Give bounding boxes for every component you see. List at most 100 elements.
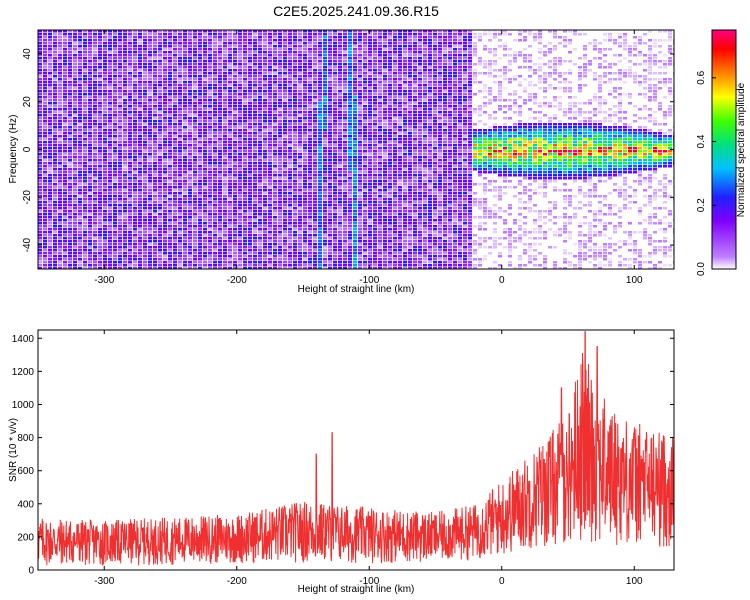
heatmap-cell xyxy=(58,123,62,126)
heatmap-cell xyxy=(88,96,92,99)
heatmap-cell xyxy=(223,198,227,201)
heatmap-cell xyxy=(208,174,212,177)
heatmap-cell xyxy=(308,222,312,225)
heatmap-cell xyxy=(303,201,307,204)
heatmap-cell xyxy=(213,168,217,171)
heatmap-cell xyxy=(243,93,247,96)
heatmap-cell xyxy=(263,264,267,267)
heatmap-cell xyxy=(53,48,57,51)
heatmap-cell xyxy=(278,129,282,132)
heatmap-cell xyxy=(208,57,212,60)
heatmap-cell xyxy=(118,33,122,36)
heatmap-cell xyxy=(93,222,97,225)
heatmap-cell xyxy=(193,114,197,117)
heatmap-cell xyxy=(223,57,227,60)
heatmap-cell xyxy=(118,93,122,96)
heatmap-cell xyxy=(113,120,117,123)
heatmap-cell xyxy=(233,57,237,60)
heatmap-cell xyxy=(308,57,312,60)
heatmap-cell xyxy=(138,174,142,177)
heatmap-cell xyxy=(73,252,77,255)
heatmap-cell xyxy=(38,66,42,69)
heatmap-cell xyxy=(323,156,327,159)
heatmap-cell xyxy=(233,216,237,219)
heatmap-cell xyxy=(278,63,282,66)
heatmap-cell xyxy=(153,243,157,246)
heatmap-cell xyxy=(263,81,267,84)
heatmap-cell xyxy=(243,132,247,135)
heatmap-cell xyxy=(53,39,57,42)
heatmap-cell xyxy=(343,216,347,219)
heatmap-cell xyxy=(203,252,207,255)
heatmap-cell xyxy=(313,237,317,240)
heatmap-cell xyxy=(83,150,87,153)
heatmap-cell xyxy=(218,111,222,114)
heatmap-cell xyxy=(273,174,277,177)
heatmap-cell xyxy=(98,93,102,96)
heatmap-cell xyxy=(53,264,57,267)
heatmap-cell xyxy=(43,216,47,219)
heatmap-cell xyxy=(323,222,327,225)
heatmap-cell xyxy=(233,60,237,63)
heatmap-cell xyxy=(133,132,137,135)
heatmap-cell xyxy=(258,57,262,60)
heatmap-cell xyxy=(73,222,77,225)
heatmap-cell xyxy=(68,57,72,60)
heatmap-cell xyxy=(248,249,252,252)
heatmap-cell xyxy=(338,39,342,42)
heatmap-cell xyxy=(208,39,212,42)
heatmap-cell xyxy=(288,267,292,269)
heatmap-cell xyxy=(83,84,87,87)
heatmap-cell xyxy=(333,168,337,171)
heatmap-cell xyxy=(223,156,227,159)
heatmap-cell xyxy=(228,201,232,204)
heatmap-cell xyxy=(78,144,82,147)
heatmap-cell xyxy=(313,192,317,195)
heatmap-cell xyxy=(288,54,292,57)
heatmap-cell xyxy=(193,264,197,267)
heatmap-cell xyxy=(153,123,157,126)
heatmap-cell xyxy=(283,249,287,252)
heatmap-cell xyxy=(273,30,277,33)
heatmap-cell xyxy=(268,78,272,81)
heatmap-cell xyxy=(108,195,112,198)
heatmap-cell xyxy=(328,228,332,231)
heatmap-cell xyxy=(298,204,302,207)
heatmap-cell xyxy=(288,36,292,39)
heatmap-cell xyxy=(298,84,302,87)
heatmap-cell xyxy=(248,87,252,90)
heatmap-cell xyxy=(158,48,162,51)
heatmap-cell xyxy=(68,72,72,75)
heatmap-cell xyxy=(343,33,347,36)
heatmap-cell xyxy=(88,246,92,249)
heatmap-cell xyxy=(153,207,157,210)
heatmap-cell xyxy=(168,84,172,87)
heatmap-cell xyxy=(298,33,302,36)
heatmap-cell xyxy=(248,192,252,195)
heatmap-cell xyxy=(38,180,42,183)
heatmap-cell xyxy=(233,147,237,150)
heatmap-cell xyxy=(153,96,157,99)
heatmap-cell xyxy=(128,234,132,237)
heatmap-cell xyxy=(148,108,152,111)
heatmap-cell xyxy=(318,30,322,33)
heatmap-cell xyxy=(298,264,302,267)
heatmap-cell xyxy=(338,36,342,39)
heatmap-cell xyxy=(168,60,172,63)
heatmap-cell xyxy=(43,66,47,69)
heatmap-cell xyxy=(188,171,192,174)
heatmap-cell xyxy=(138,210,142,213)
heatmap-cell xyxy=(188,60,192,63)
heatmap-cell xyxy=(343,189,347,192)
heatmap-cell xyxy=(48,102,52,105)
heatmap-cell xyxy=(183,60,187,63)
heatmap-cell xyxy=(178,123,182,126)
heatmap-cell xyxy=(148,90,152,93)
heatmap-cell xyxy=(108,60,112,63)
heatmap-cell xyxy=(163,123,167,126)
heatmap-cell xyxy=(83,174,87,177)
heatmap-cell xyxy=(283,141,287,144)
heatmap-cell xyxy=(333,246,337,249)
heatmap-cell xyxy=(223,45,227,48)
heatmap-cell xyxy=(198,87,202,90)
